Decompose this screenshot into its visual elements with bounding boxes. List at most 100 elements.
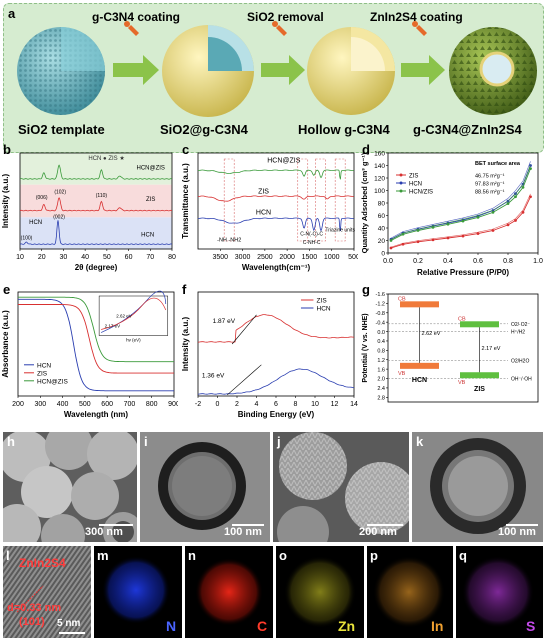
eds-element-c: C xyxy=(257,618,268,634)
x-tick-label: 300 xyxy=(34,401,46,408)
legend: HCN ● ZIS ★ xyxy=(88,155,124,162)
peak-label: (102) xyxy=(54,189,66,195)
valence-band xyxy=(460,372,499,379)
series-label-hcn-zis: HCN@ZIS xyxy=(137,165,165,171)
scale-bar-k xyxy=(506,524,538,526)
data-point xyxy=(461,219,465,223)
legend-label: ZIS xyxy=(37,370,48,377)
y-tick-label: -0.4 xyxy=(376,320,385,326)
data-point xyxy=(506,223,510,227)
panel-letter-m: m xyxy=(97,548,109,563)
legend-marker xyxy=(399,173,403,177)
legend-label: HCN/ZIS xyxy=(409,190,433,196)
data-point xyxy=(529,167,532,171)
series-line-0 xyxy=(390,196,531,249)
panel-letter-c: c xyxy=(182,142,190,157)
pipette-icon xyxy=(124,21,427,36)
legend-title: BET surface area xyxy=(475,161,521,167)
peak-label: (002) xyxy=(53,214,65,220)
y-tick-label: 0 xyxy=(381,251,385,258)
cb-label: CB xyxy=(458,316,466,322)
redox-label: H⁺/H2 xyxy=(511,330,525,336)
x-tick-label: 6 xyxy=(274,401,278,408)
data-point xyxy=(514,219,517,222)
panel-letter-k: k xyxy=(416,434,424,449)
legend-bet-value: 46.75 m²g⁻¹ xyxy=(475,174,505,180)
sem-image-j: j 200 nm xyxy=(273,432,409,542)
x-tick-label: 500 xyxy=(348,254,358,261)
x-tick-label: 60 xyxy=(125,254,133,261)
sio2-template-sphere xyxy=(17,27,105,115)
x-tick-label: 2000 xyxy=(279,254,295,261)
x-tick-label: 70 xyxy=(146,254,154,261)
scheme-step-2: SiO2 removal xyxy=(247,10,324,24)
band-gap-label: 2.17 eV xyxy=(482,346,501,352)
inset-frame xyxy=(98,295,169,336)
x-tick-label: 20 xyxy=(38,254,46,261)
x-axis-label: Binding Energy (eV) xyxy=(238,410,315,419)
x-tick-label: 10 xyxy=(16,254,24,261)
gc3n4-znin2s4-sphere xyxy=(449,27,537,115)
series-desorption-0 xyxy=(390,193,531,248)
y-tick-label: 2.0 xyxy=(377,377,385,383)
x-tick-label: 700 xyxy=(124,401,136,408)
x-tick-label: 1000 xyxy=(324,254,340,261)
panel-letter-j: j xyxy=(277,434,281,449)
data-point xyxy=(514,195,517,199)
eds-element-n: N xyxy=(166,618,177,634)
series-zis xyxy=(197,314,355,343)
eds-map-zn: o Zn xyxy=(276,546,364,638)
annotation-zis-vb: 1.87 eV xyxy=(213,318,236,325)
x-tick-label: 4 xyxy=(255,401,259,408)
series-desorption-2 xyxy=(390,164,531,240)
y-axis-label: Intensity (a.u.) xyxy=(181,317,190,372)
series-label-hcn: HCN xyxy=(29,220,42,226)
x-tick-label: 0.6 xyxy=(473,258,483,265)
hrtem-image-l: l ZnIn2S4 d=0.33 nm (101) 5 nm xyxy=(3,546,91,638)
y-tick-label: 0.8 xyxy=(377,349,385,355)
data-point xyxy=(461,234,465,238)
y-tick-label: 0.0 xyxy=(377,330,385,336)
scheme-arrow-3 xyxy=(401,55,445,85)
y-tick-label: 1.2 xyxy=(377,358,385,364)
x-tick-label: 2 xyxy=(235,401,239,408)
panel-letter-d: d xyxy=(362,142,370,157)
y-axis-label: Potential (V vs. NHE) xyxy=(362,313,369,382)
plot-frame xyxy=(19,152,173,250)
series-hcn xyxy=(19,220,173,245)
hrtem-spacing-label: d=0.33 nm xyxy=(7,602,62,614)
x-tick-label: 500 xyxy=(79,401,91,408)
conduction-band xyxy=(400,301,439,308)
legend-bet-value: 88.56 m²g⁻¹ xyxy=(475,190,505,196)
redox-label: O2/·O2⁻ xyxy=(511,322,530,328)
panel-letter-a: a xyxy=(8,6,16,21)
stage-label-4: g-C3N4@ZnIn2S4 xyxy=(413,122,522,137)
eds-element-in: In xyxy=(431,618,444,634)
x-tick-label: 900 xyxy=(168,401,178,408)
data-point xyxy=(529,195,532,199)
stage-label-3: Hollow g-C3N4 xyxy=(298,122,390,137)
x-tick-label: 30 xyxy=(60,254,68,261)
series-hcn xyxy=(18,298,174,392)
data-point xyxy=(476,215,480,219)
tangent-hcn xyxy=(227,364,262,396)
data-point xyxy=(401,242,405,246)
legend-label: ZIS xyxy=(317,298,328,305)
chart-b-xrd: 10 20 30 40 50 60 70 80 2θ (degree) Intensity (a.… xyxy=(1,152,176,272)
x-tick-label: 10 xyxy=(311,401,319,408)
y-tick-label: 100 xyxy=(374,188,385,195)
plot-frame xyxy=(17,291,175,397)
y-tick-label: -1.2 xyxy=(376,302,385,308)
sem-image-h: h 300 nm xyxy=(3,432,137,542)
x-axis-label: Wavelength(cm⁻¹) xyxy=(242,263,311,272)
y-axis-label: Quantity Adsorbed (cm³ g⁻¹) xyxy=(360,152,369,253)
stage-label-2: SiO2@g-C3N4 xyxy=(160,122,248,137)
x-tick-label: 600 xyxy=(101,401,113,408)
tangent-zis xyxy=(231,314,257,345)
scale-label-k: 100 nm xyxy=(498,526,536,538)
panel-letter-l: l xyxy=(6,548,10,563)
series-hcn-zis xyxy=(19,164,173,180)
data-point xyxy=(446,236,450,240)
scale-label-l: 5 nm xyxy=(57,618,81,629)
peak-label: (006) xyxy=(36,195,48,201)
